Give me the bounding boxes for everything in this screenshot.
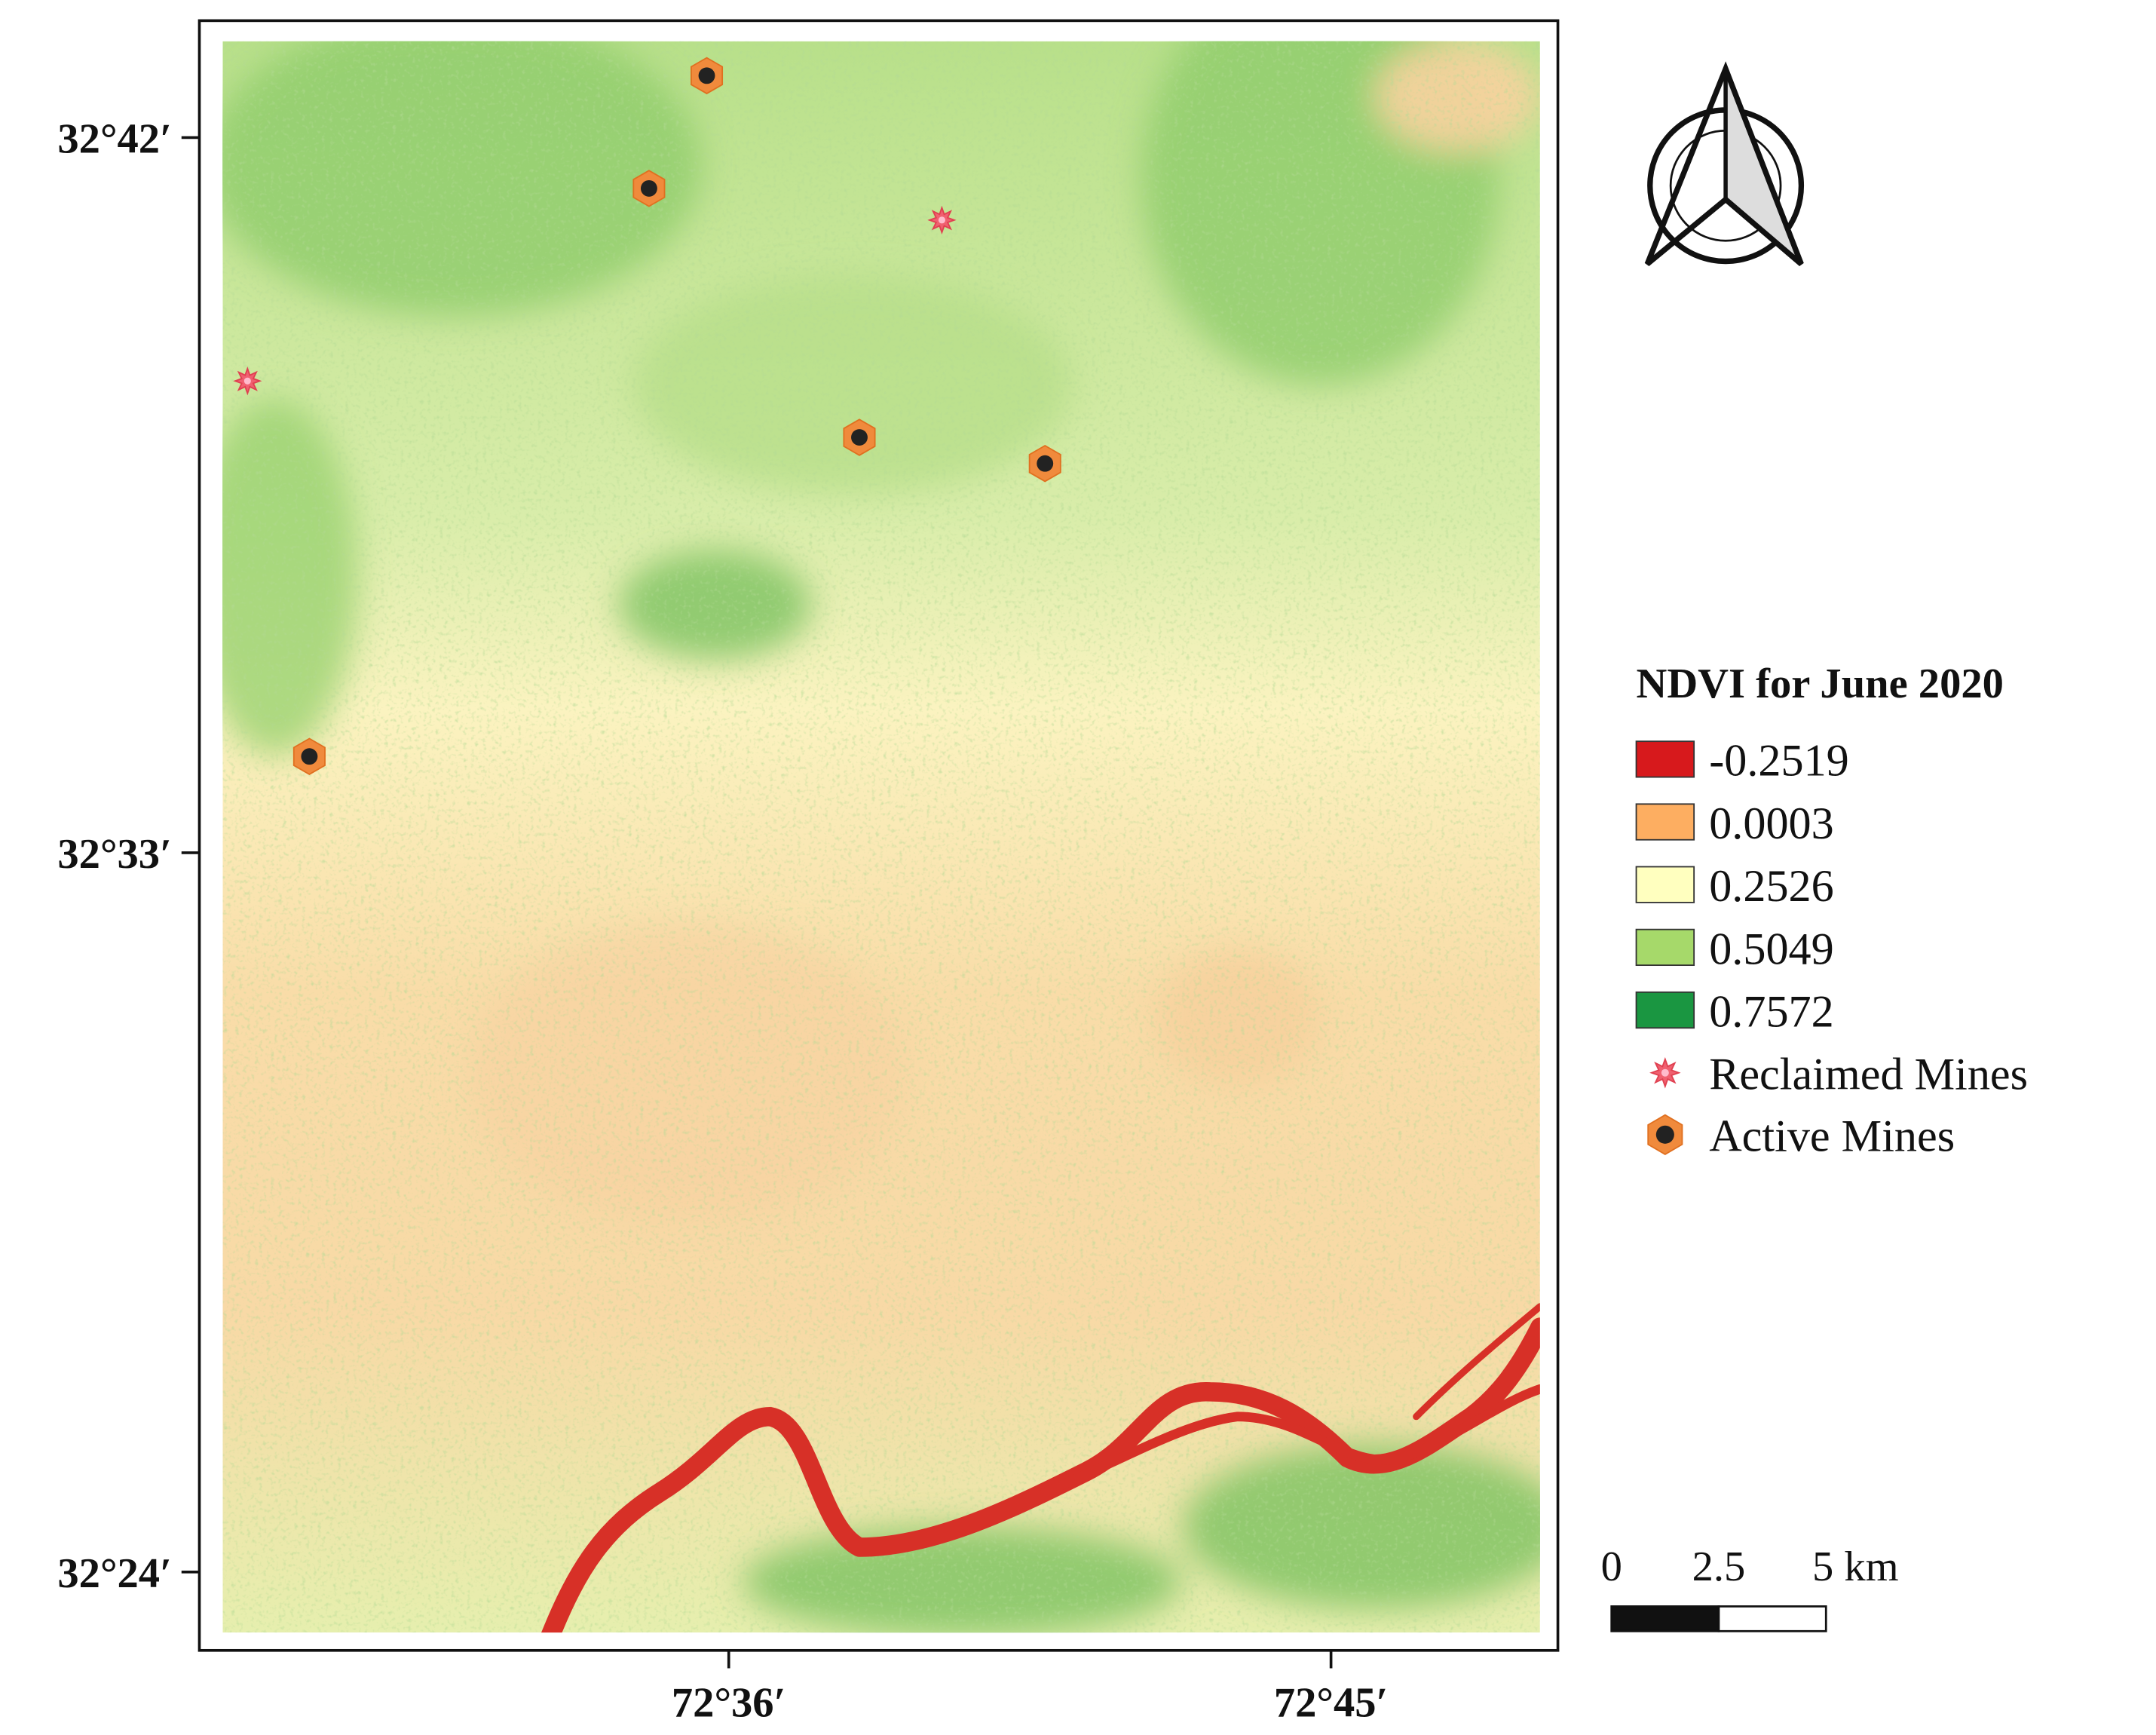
legend-label: Reclaimed Mines: [1709, 1050, 2028, 1100]
active-mine-core: [851, 429, 868, 446]
legend-swatch: [1635, 928, 1695, 967]
ndvi-raster: [222, 41, 1540, 1633]
scale-bar: [1610, 1605, 1827, 1632]
active-mine-core: [640, 179, 657, 197]
legend-label: 0.7572: [1709, 986, 1834, 1037]
scale-label: 5 km: [1812, 1543, 1899, 1590]
legend-swatch: [1635, 740, 1695, 778]
legend-label: -0.2519: [1709, 736, 1849, 786]
reclaimed-mine-core: [243, 377, 251, 385]
north-arrow: [1644, 61, 1805, 267]
active-mine-core: [1655, 1125, 1674, 1144]
scale-label: 2.5: [1692, 1543, 1746, 1590]
longitude-label: 72°36′: [672, 1679, 786, 1726]
latitude-label: 32°33′: [57, 831, 172, 878]
legend-title: NDVI for June 2020: [1637, 661, 2004, 707]
river: [541, 1303, 1540, 1633]
scale-label: 0: [1601, 1543, 1622, 1590]
legend: -0.2519 0.0003 0.2526 0.5049 0.7572 Reclaimed…: [1635, 736, 2028, 1162]
legend-label: 0.5049: [1709, 924, 1834, 974]
active-mine-core: [301, 748, 318, 765]
longitude-label: 72°45′: [1274, 1679, 1389, 1726]
graticule-ticks: [181, 136, 1333, 1669]
latitude-label: 32°42′: [57, 115, 172, 162]
reclaimed-mine-core: [1661, 1068, 1669, 1077]
reclaimed-mine-core: [938, 216, 945, 224]
map-frame: [198, 19, 1560, 1652]
mine-markers: [233, 57, 1061, 775]
legend-swatch: [1635, 866, 1695, 903]
legend-swatch: [1635, 803, 1695, 841]
legend-swatch: [1635, 991, 1695, 1029]
active-mine-core: [698, 67, 715, 84]
latitude-label: 32°24′: [57, 1550, 172, 1597]
active-mine-core: [1037, 455, 1054, 472]
legend-label: Active Mines: [1709, 1111, 1955, 1162]
legend-label: 0.2526: [1709, 861, 1834, 912]
raster-texture: [222, 41, 1540, 1633]
legend-label: 0.0003: [1709, 799, 1834, 849]
